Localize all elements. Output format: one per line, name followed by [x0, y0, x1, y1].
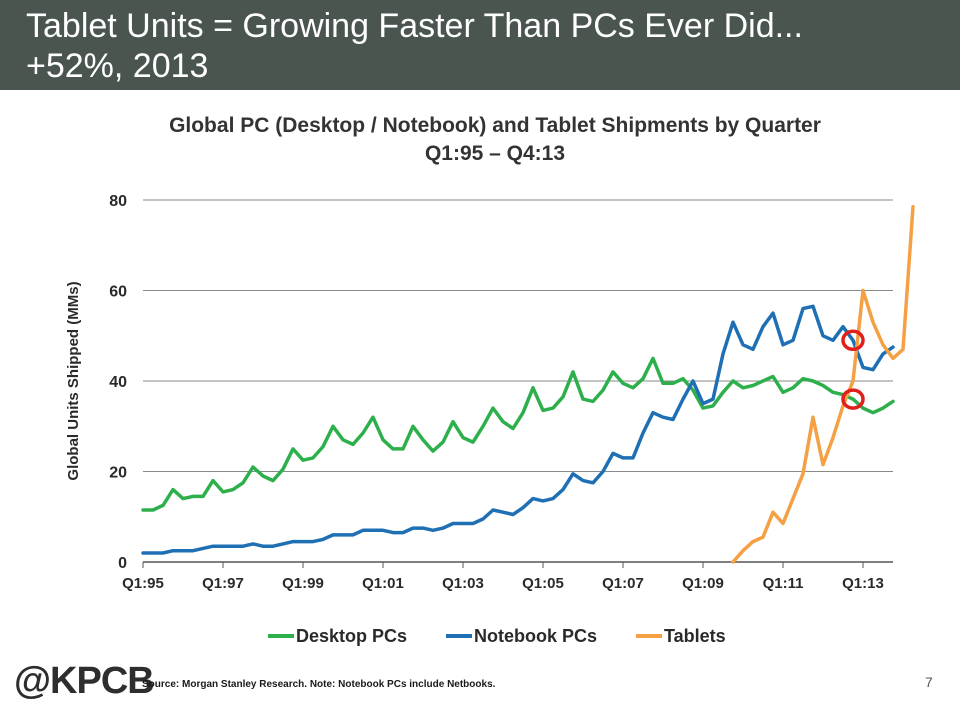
crossover-marker [841, 388, 865, 410]
source-note: Source: Morgan Stanley Research. Note: N… [142, 679, 496, 690]
x-tick-label: Q1:01 [362, 575, 404, 592]
x-tick-label: Q1:97 [202, 575, 244, 592]
x-tick-label: Q1:05 [522, 575, 564, 592]
legend-swatch-tablets [636, 634, 662, 638]
legend-label-notebook: Notebook PCs [474, 625, 598, 646]
series-line-notebook-pcs [141, 304, 895, 555]
slide-header: Tablet Units = Growing Faster Than PCs E… [0, 0, 960, 90]
slide-title: Tablet Units = Growing Faster Than PCs E… [26, 7, 803, 85]
legend-item-tablets: Tablets [636, 624, 726, 648]
x-tick-label: Q1:95 [122, 575, 164, 592]
x-tick-label: Q1:07 [602, 575, 644, 592]
legend-item-notebook: Notebook PCs [446, 624, 597, 648]
y-tick-label: 0 [118, 555, 127, 572]
legend-label-desktop: Desktop PCs [296, 625, 408, 646]
y-tick-label: 20 [109, 465, 127, 482]
chart-subtitle: Q1:95 – Q4:13 [424, 142, 566, 165]
legend-swatch-desktop [268, 634, 294, 638]
series-line-desktop-pcs [141, 356, 895, 512]
x-tick-label: Q1:09 [682, 575, 724, 592]
x-tick-label: Q1:03 [442, 575, 484, 592]
chart-title: Global PC (Desktop / Notebook) and Table… [169, 114, 821, 137]
x-tick-label: Q1:13 [842, 575, 884, 592]
y-axis-label: Global Units Shipped (MMs) [65, 281, 82, 480]
x-tick-label: Q1:11 [763, 575, 804, 592]
x-tick-label: Q1:99 [282, 575, 324, 592]
y-tick-label: 80 [109, 193, 127, 210]
legend-swatch-notebook [446, 634, 472, 638]
kpcb-logo: @KPCB [14, 660, 155, 702]
crossover-marker [841, 329, 865, 352]
series-line-tablets [731, 205, 915, 564]
legend-item-desktop: Desktop PCs [268, 624, 407, 648]
y-tick-label: 60 [109, 284, 127, 301]
legend-label-tablets: Tablets [664, 625, 726, 646]
y-tick-label: 40 [109, 374, 127, 391]
page-number: 7 [925, 674, 933, 690]
